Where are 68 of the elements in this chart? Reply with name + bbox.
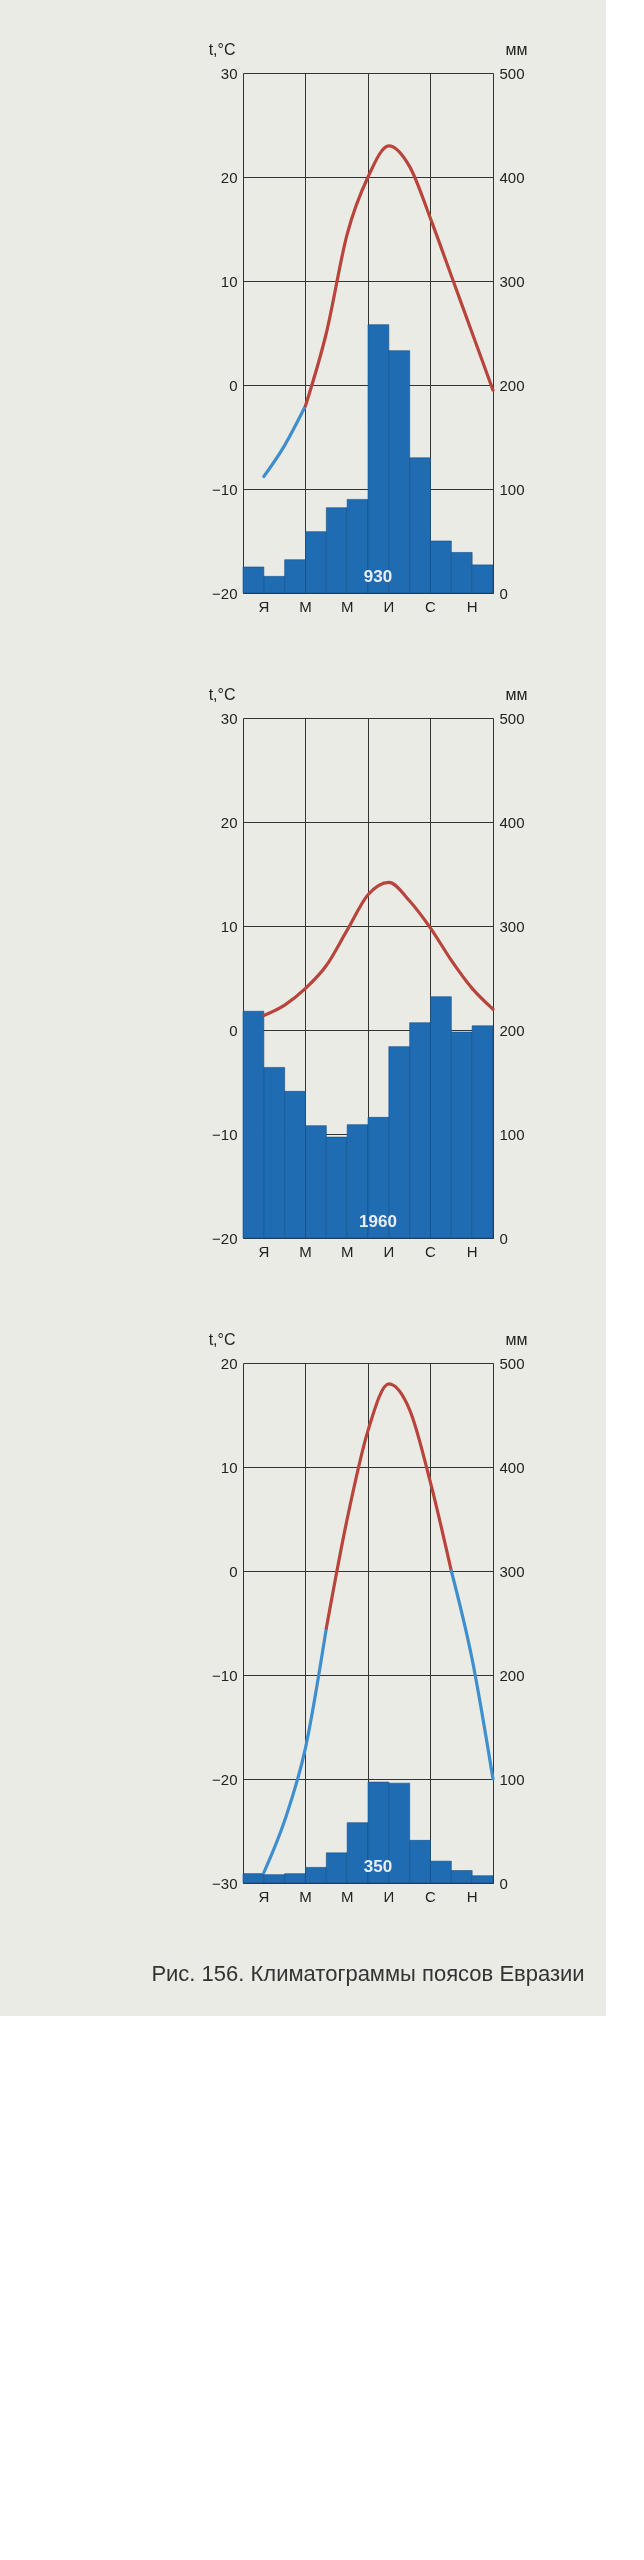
y2-axis-title: мм [505, 1330, 528, 1348]
y-tick-label: 0 [229, 1562, 238, 1580]
y-axis-title: t,°C [208, 685, 236, 703]
y2-tick-label: 300 [499, 917, 525, 935]
y2-tick-label: 200 [499, 1021, 525, 1039]
y2-tick-label: 200 [499, 1666, 525, 1684]
x-tick-label: С [425, 597, 437, 615]
y-tick-label: 10 [220, 917, 238, 935]
x-tick-label: Я [258, 597, 270, 615]
y-tick-label: 20 [220, 1354, 238, 1372]
y2-tick-label: 500 [499, 709, 525, 727]
x-tick-label: И [383, 1887, 395, 1905]
y2-axis-title: мм [505, 40, 528, 58]
y-tick-label: 30 [220, 64, 238, 82]
y2-tick-label: 500 [499, 1354, 525, 1372]
y2-axis-title: мм [505, 685, 528, 703]
x-tick-label: Я [258, 1887, 270, 1905]
y2-tick-label: 400 [499, 168, 525, 186]
y2-tick-label: 500 [499, 64, 525, 82]
x-tick-label: С [425, 1887, 437, 1905]
x-tick-label: М [340, 597, 354, 615]
x-tick-label: Н [466, 597, 478, 615]
x-tick-label: Н [466, 1242, 478, 1260]
y-tick-label: −20 [212, 584, 238, 602]
x-tick-label: М [299, 597, 312, 615]
line-series [324, 1382, 453, 1630]
y2-tick-label: 100 [499, 1125, 525, 1143]
y-tick-label: −20 [212, 1229, 238, 1247]
x-tick-label: Я [258, 1242, 270, 1260]
y-tick-label: 30 [220, 709, 238, 727]
y2-tick-label: 0 [499, 584, 508, 602]
y2-tick-label: 200 [499, 376, 525, 394]
x-tick-label: М [299, 1887, 312, 1905]
y2-tick-label: 400 [499, 1458, 525, 1476]
line-series [262, 880, 495, 1018]
y2-tick-label: 0 [499, 1874, 508, 1892]
y-tick-label: −30 [212, 1874, 238, 1892]
x-tick-label: М [340, 1242, 354, 1260]
y-tick-label: 0 [229, 1021, 238, 1039]
y2-tick-label: 0 [499, 1229, 508, 1247]
line-series [262, 1626, 328, 1875]
x-tick-label: И [383, 1242, 395, 1260]
y-tick-label: −10 [212, 480, 238, 498]
annotation: 350 [363, 1857, 393, 1876]
y2-tick-label: 300 [499, 272, 525, 290]
y-axis-title: t,°C [208, 40, 236, 58]
x-tick-label: М [299, 1242, 312, 1260]
y2-tick-label: 100 [499, 480, 525, 498]
line-series [303, 144, 495, 408]
y-tick-label: −20 [212, 1770, 238, 1788]
y2-tick-label: 400 [499, 813, 525, 831]
x-tick-label: М [340, 1887, 354, 1905]
y-tick-label: 10 [220, 272, 238, 290]
y-tick-label: 10 [220, 1458, 238, 1476]
y-tick-label: −10 [212, 1125, 238, 1143]
annotation: 930 [363, 567, 393, 586]
y-axis-title: t,°C [208, 1330, 236, 1348]
y-tick-label: 20 [220, 168, 238, 186]
x-tick-label: Н [466, 1887, 478, 1905]
text: Рис. 156. Климатограммы поясов Евразии [151, 1961, 585, 1986]
x-tick-label: И [383, 597, 395, 615]
x-tick-label: С [425, 1242, 437, 1260]
y2-tick-label: 100 [499, 1770, 525, 1788]
y-tick-label: 20 [220, 813, 238, 831]
y2-tick-label: 300 [499, 1562, 525, 1580]
annotation: 1960 [359, 1212, 397, 1231]
y-tick-label: 0 [229, 376, 238, 394]
y-tick-label: −10 [212, 1666, 238, 1684]
